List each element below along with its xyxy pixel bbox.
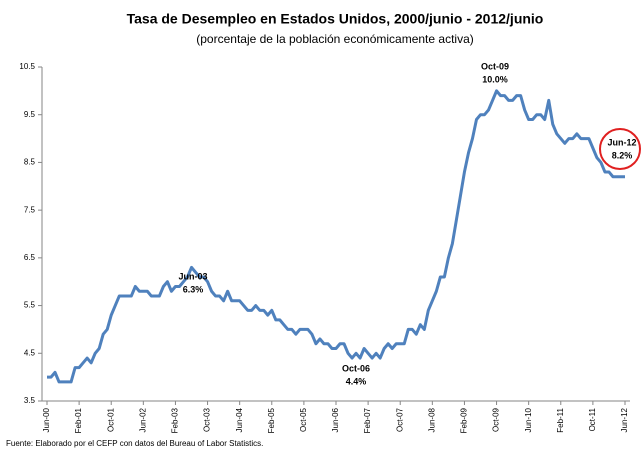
annotation-value: 4.4% [346, 376, 367, 386]
x-tick-label: Oct-03 [203, 407, 212, 432]
highlight-circle [599, 128, 641, 170]
y-tick-label: 8.5 [24, 158, 36, 167]
y-tick-label: 6.5 [24, 253, 36, 262]
y-tick-label: 4.5 [24, 348, 36, 357]
x-tick-label: Feb-05 [267, 407, 276, 433]
x-tick-label: Oct-11 [588, 407, 597, 431]
y-tick-label: 3.5 [24, 396, 36, 405]
annotation-label: Jun-03 [178, 271, 207, 281]
annotation-value: 8.2% [612, 150, 633, 160]
x-tick-label: Jun-04 [235, 407, 244, 432]
x-tick-label: Jun-00 [42, 407, 51, 432]
x-tick-label: Feb-11 [556, 407, 565, 432]
x-tick-label: Jun-02 [138, 407, 147, 432]
data-line [47, 89, 625, 384]
x-tick-label: Oct-07 [395, 407, 404, 432]
annotation-value: 10.0% [482, 74, 508, 84]
annotation-label: Oct-09 [481, 61, 509, 71]
x-tick-label: Jun-10 [524, 407, 533, 432]
source-note: Fuente: Elaborado por el CEFP con datos … [6, 439, 263, 448]
x-tick-label: Feb-07 [363, 407, 372, 433]
chart-title: Tasa de Desempleo en Estados Unidos, 200… [127, 11, 544, 27]
x-tick-label: Feb-01 [74, 407, 83, 433]
x-tick-label: Jun-06 [331, 407, 340, 432]
annotation-label: Jun-12 [607, 137, 636, 147]
chart-subtitle: (porcentaje de la población económicamen… [196, 32, 474, 46]
y-tick-label: 5.5 [24, 301, 36, 310]
x-tick-label: Feb-03 [171, 407, 180, 433]
y-tick-label: 9.5 [24, 110, 36, 119]
y-tick-label: 7.5 [24, 205, 36, 214]
annotation-label: Oct-06 [342, 363, 370, 373]
x-tick-label: Jun-12 [620, 407, 629, 432]
annotation-value: 6.3% [183, 284, 204, 294]
x-tick-label: Oct-05 [299, 407, 308, 432]
x-tick-label: Feb-09 [460, 407, 469, 433]
y-tick-label: 10.5 [19, 62, 35, 71]
x-tick-label: Oct-09 [492, 407, 501, 432]
x-tick-label: Oct-01 [106, 407, 115, 432]
x-tick-label: Jun-08 [427, 407, 436, 432]
